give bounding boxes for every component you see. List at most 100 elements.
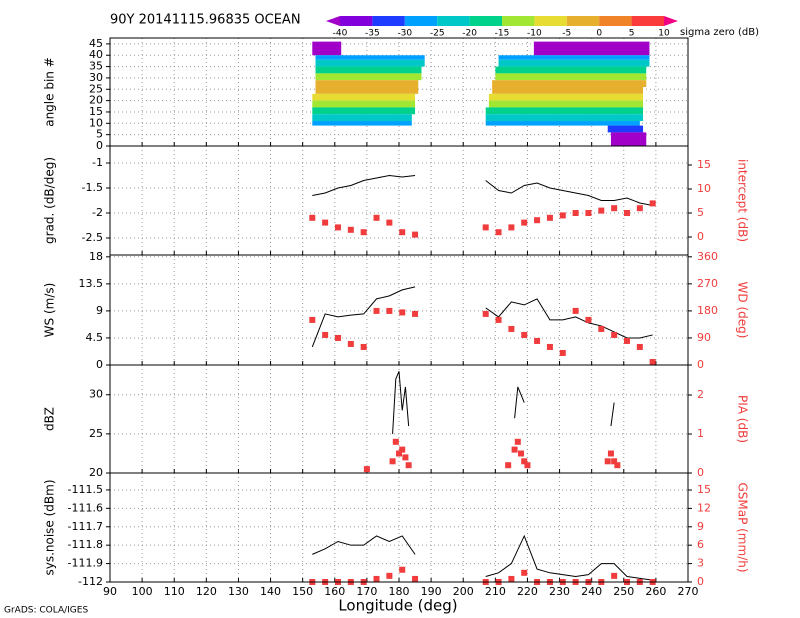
colorbar-box [502,16,535,26]
data-point [521,458,528,465]
x-tick-label: 110 [164,585,185,598]
swath-cell [610,132,647,146]
y2-axis-label: intercept (dB) [736,159,750,242]
data-point [322,331,329,338]
swath-cell [312,93,416,101]
colorbar-tick-label: 0 [596,29,602,39]
data-point [524,462,531,469]
data-line [311,286,653,348]
data-point [611,458,618,465]
panel-frame [109,472,689,583]
data-point [386,219,393,226]
colorbar-tick-label: -40 [333,29,348,39]
data-point [373,307,380,314]
data-point [309,214,316,221]
y-tick-label: -111.8 [68,538,103,551]
colorbar-tick-label: -35 [365,29,380,39]
data-point [412,575,419,582]
data-point [518,450,525,457]
x-axis-label: Longitude (deg) [338,597,457,615]
data-point [373,575,380,582]
swath-cell [485,114,644,122]
x-tick-label: 200 [453,585,474,598]
y-axis-label: WS (m/s) [43,283,57,338]
data-point [546,343,553,350]
data-point [399,309,406,316]
data-point [412,231,419,238]
data-point [521,219,528,226]
y2-tick-label: 0 [697,575,704,588]
colorbar-label: sigma zero (dB) [680,27,759,38]
swath-cell [315,55,425,60]
colorbar-end [664,16,678,26]
y-tick-label: 10 [89,116,103,129]
data-point [614,462,621,469]
x-tick-label: 240 [581,585,602,598]
x-tick-label: 190 [421,585,442,598]
data-point [521,569,528,576]
x-tick-label: 140 [260,585,281,598]
y-tick-label: 5 [96,128,103,141]
colorbar-box [599,16,632,26]
colorbar-box [469,16,502,26]
data-point [508,224,515,231]
swath-cell [312,41,342,56]
y2-tick-label: 180 [697,304,718,317]
colorbar-tick-label: -15 [495,29,510,39]
y2-tick-label: 15 [697,158,711,171]
swath-cell [488,100,644,108]
swath-cell [492,80,647,88]
footer: GrADS: COLA/IGES [4,606,88,616]
data-line [392,371,615,434]
swath-cell [312,121,412,126]
y-tick-label: 35 [89,60,103,73]
data-point [399,566,406,573]
data-point [347,340,354,347]
data-point [309,316,316,323]
data-point [585,210,592,217]
data-point [636,205,643,212]
data-point [649,358,656,365]
data-line [312,534,653,581]
swath-cell [315,80,419,88]
colorbar-tick-label: 10 [658,29,670,39]
swath-cell [315,73,422,81]
title: 90Y 20141115.96835 OCEAN [110,13,301,28]
data-point [396,450,402,457]
y2-axis-label: PIA (dB) [736,395,750,443]
swath-cell [533,41,650,56]
y-axis-label: dBZ [43,407,57,431]
colorbar-end [326,16,340,26]
data-point [363,466,370,473]
data-point [598,207,605,214]
data-point [611,331,618,338]
y2-axis-label: GSMaP (mm/h) [736,482,750,572]
data-line [312,174,653,206]
data-point [559,349,566,356]
y-tick-label: -111.9 [68,557,103,570]
data-point [534,217,541,224]
x-tick-label: 130 [228,585,249,598]
y-tick-label: -2.5 [82,231,103,244]
swath-cell [485,107,644,115]
y2-tick-label: 1 [697,427,704,440]
data-point [347,226,354,233]
data-point [514,438,521,445]
x-tick-label: 260 [645,585,666,598]
y2-tick-label: 0 [697,230,704,243]
data-point [334,334,341,341]
data-point [572,307,579,314]
y2-tick-label: 6 [697,538,704,551]
swath-cell [312,114,412,122]
x-tick-label: 160 [324,585,345,598]
y-tick-label: 0 [96,139,103,152]
colorbar-tick-label: -5 [562,29,571,39]
y-tick-label: 15 [89,105,103,118]
data-point [623,210,630,217]
x-tick-label: 120 [196,585,217,598]
data-point [392,438,399,445]
data-point [623,337,630,344]
swath-cell [495,73,647,81]
data-point [360,343,367,350]
y2-tick-label: 2 [697,388,704,401]
